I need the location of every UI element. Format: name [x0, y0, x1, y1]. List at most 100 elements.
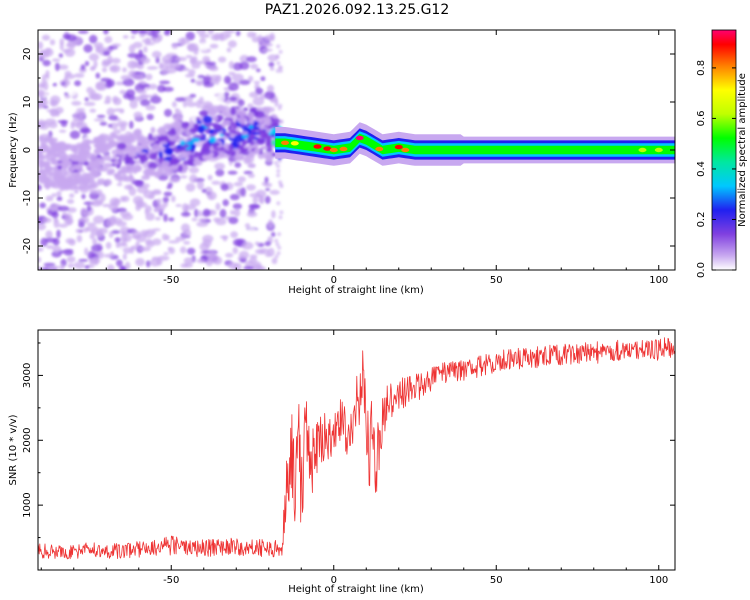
spectrogram-noise-blob — [217, 93, 226, 102]
spectrogram-noise-blob — [145, 238, 153, 245]
spectrogram-ridge-blob — [261, 132, 268, 137]
spectrogram-noise-blob — [278, 215, 283, 220]
spectrogram-noise-blob — [54, 106, 64, 114]
spectrogram-ridge-blob — [67, 167, 75, 172]
spectrogram-noise-blob — [145, 122, 156, 127]
spectrogram-noise-blob — [163, 213, 168, 222]
snr-y-label: SNR (10 * v/v) — [8, 414, 19, 485]
spectrogram-noise-blob — [235, 30, 241, 37]
spectrogram-noise-blob — [130, 61, 138, 68]
spectrogram-noise-blob — [52, 82, 57, 87]
spectrogram-noise-blob — [62, 48, 72, 53]
spectrogram-noise-blob — [181, 211, 191, 217]
spectrogram-noise-blob — [96, 114, 106, 118]
spectrogram-noise-blob — [79, 216, 90, 224]
spectrogram-ridge-blob — [148, 171, 158, 177]
colorbar-ticks: 0.0 0.2 0.4 0.6 0.8 — [696, 60, 736, 278]
spectrogram-noise-blob — [247, 75, 254, 82]
spectrogram-ridge-blob — [191, 137, 200, 143]
spectrogram-noise-blob — [51, 265, 60, 269]
spectrogram-ridge-blob — [170, 154, 176, 158]
spectrogram-noise-blob — [274, 102, 279, 107]
spectrogram-noise-blob — [225, 252, 234, 258]
spectrogram-noise-blob — [170, 195, 176, 203]
spectrogram-noise-blob — [278, 49, 283, 54]
spectrogram-noise-blob — [39, 202, 46, 209]
spectrogram-ridge-blob — [102, 154, 112, 161]
spectrogram-ridge-blob — [64, 144, 71, 150]
spectrogram-noise-blob — [233, 181, 244, 187]
spectrogram-ridge-blob — [57, 165, 63, 170]
spectrogram-noise-blob — [231, 73, 244, 82]
spectrogram-ridge-blob — [202, 142, 211, 150]
spectrogram-ridge-blob — [182, 160, 193, 166]
spectrogram-hotspot — [281, 140, 289, 145]
spectrogram-noise-blob — [122, 253, 127, 261]
spectrogram-noise-blob — [77, 30, 89, 34]
spectrogram-noise-blob — [218, 56, 227, 63]
snr-y-tick-label: 2000 — [22, 428, 33, 453]
spectrogram-noise-blob — [268, 61, 275, 68]
spectrogram-noise-blob — [107, 264, 115, 270]
spectrogram-noise-blob — [215, 202, 221, 211]
spectrogram-noise-blob — [258, 194, 264, 204]
spectrogram-noise-blob — [189, 166, 199, 174]
spectrogram-noise-blob — [162, 196, 169, 203]
spectrogram-noise-blob — [88, 53, 99, 61]
spectrogram-noise-blob — [107, 123, 113, 128]
spectrogram-noise-blob — [202, 55, 211, 63]
spectrogram-noise-blob — [163, 191, 173, 197]
spectrogram-noise-blob — [59, 38, 65, 46]
spectrogram-ridge-blob — [214, 124, 223, 131]
spectrogram-noise-blob — [127, 184, 134, 190]
spectrogram-noise-blob — [171, 101, 177, 108]
spectrogram-noise-blob — [81, 193, 86, 200]
spectrogram-noise-blob — [214, 162, 226, 170]
spectrogram-noise-blob — [262, 48, 273, 52]
spectrogram-noise-blob — [86, 222, 97, 226]
spectrogram-ridge-blob — [258, 126, 268, 130]
spectrogram-ridge-blob — [271, 139, 277, 146]
spectrogram-y-ticks: -20 -10 0 10 20 — [22, 29, 675, 271]
spectrogram-noise-blob — [108, 230, 114, 239]
spectrogram-noise-blob — [64, 213, 73, 222]
spectrogram-noise-blob — [78, 258, 89, 262]
spectrogram-noise-blob — [163, 30, 171, 36]
spectrogram-noise-blob — [264, 182, 273, 188]
spectrogram-noise-blob — [276, 173, 281, 178]
spectrogram-noise-blob — [145, 212, 155, 221]
spectrogram-noise-blob — [93, 215, 105, 224]
spectrogram-noise-blob — [250, 63, 259, 70]
spectrogram-ridge-blob — [83, 161, 89, 166]
spectrogram-ridge-blob — [148, 133, 153, 141]
spectrogram-noise-blob — [45, 195, 54, 202]
spectrogram-ridge-blob — [175, 125, 180, 131]
spectrogram-noise-blob — [49, 99, 59, 107]
spectrogram-ridge-blob — [199, 110, 209, 117]
spectrogram-noise-blob — [247, 163, 256, 168]
spectrogram-noise-blob — [168, 247, 175, 255]
spectrogram-noise-blob — [223, 75, 232, 85]
spectrogram-noise-blob — [276, 44, 281, 49]
spectrogram-noise-blob — [125, 89, 136, 97]
spectrogram-noise-blob — [258, 248, 270, 255]
spectrogram-noise-blob — [183, 240, 191, 245]
spectrogram-noise-blob — [102, 50, 111, 56]
spectrogram-noise-blob — [66, 256, 76, 263]
spectrogram-noise-blob — [63, 250, 74, 256]
spectrogram-noise-blob — [255, 266, 266, 270]
spectrogram-noise-blob — [130, 30, 139, 35]
spectrogram-ridge-blob — [196, 125, 205, 133]
spectrogram-noise-blob — [273, 161, 278, 165]
spectrogram-noise-blob — [247, 173, 255, 178]
spectrogram-noise-blob — [137, 173, 142, 179]
snr-y-ticks: 1000 2000 3000 — [22, 342, 675, 539]
spectrogram-noise-blob — [120, 195, 126, 203]
spectrogram-x-tick-label: -50 — [163, 275, 179, 286]
spectrogram-noise-blob — [198, 42, 209, 51]
colorbar: 0.0 0.2 0.4 0.6 0.8 Normalized spectral ampl… — [696, 29, 748, 278]
spectrogram-ridge-blob — [213, 131, 218, 135]
spectrogram-noise-blob — [208, 65, 219, 72]
spectrogram-noise-blob — [39, 99, 49, 106]
spectrogram-noise-blob — [120, 75, 131, 81]
